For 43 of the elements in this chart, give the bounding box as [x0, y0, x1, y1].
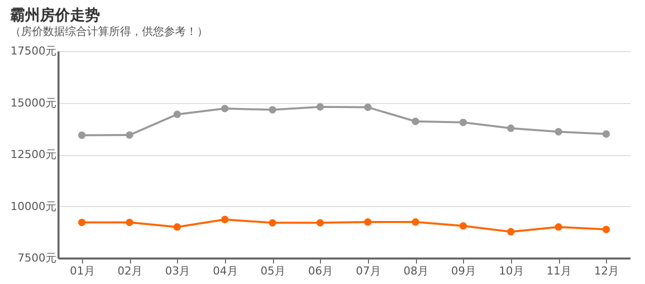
point: [412, 218, 420, 226]
chart-subtitle: （房价数据综合计算所得，供您参考！）: [10, 25, 208, 38]
point: [459, 222, 467, 230]
x-tick-label: 08月: [404, 264, 428, 278]
y-tick-label: 7500元: [18, 252, 56, 264]
x-tick-label: 01月: [70, 264, 95, 278]
point: [364, 104, 372, 112]
y-tick-label: 15000元: [10, 96, 56, 110]
point: [126, 131, 134, 139]
x-tick-label: 09月: [451, 264, 476, 278]
point: [268, 219, 276, 227]
point: [364, 218, 372, 226]
point: [316, 219, 324, 227]
point: [554, 128, 562, 136]
point: [459, 118, 467, 126]
point: [316, 103, 324, 111]
x-tick-label: 12月: [594, 264, 620, 278]
point: [221, 216, 229, 224]
chart-title: 霸州房价走势: [10, 6, 100, 24]
x-tick-label: 10月: [498, 264, 524, 278]
point: [78, 132, 86, 139]
x-tick-label: 11月: [546, 264, 572, 278]
x-tick-label: 07月: [356, 264, 381, 278]
point: [507, 124, 515, 132]
point: [507, 228, 515, 236]
y-tick-label: 17500元: [10, 44, 56, 58]
x-tick-label: 03月: [165, 264, 190, 278]
x-tick-label: 02月: [118, 264, 142, 278]
point: [602, 226, 610, 234]
point: [126, 218, 134, 226]
x-tick-label: 04月: [212, 264, 238, 278]
point: [602, 130, 610, 138]
y-tick-label: 10000元: [10, 200, 56, 213]
point: [221, 104, 229, 112]
y-tick-label: 12500元: [10, 148, 56, 161]
point: [173, 110, 181, 118]
x-tick-label: 06月: [308, 264, 334, 278]
point: [173, 223, 181, 231]
point: [412, 118, 420, 126]
point: [268, 106, 276, 114]
x-tick-label: 05月: [260, 264, 286, 278]
point: [554, 223, 562, 231]
point: [78, 218, 86, 226]
